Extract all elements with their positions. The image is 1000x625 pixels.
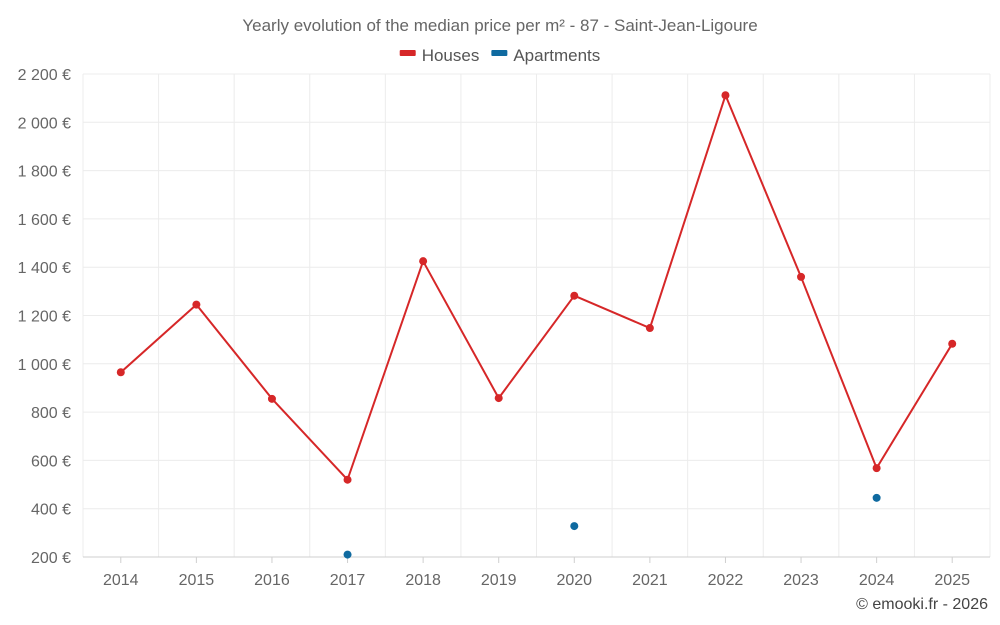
x-tick-label: 2014 — [103, 572, 139, 589]
x-tick-label: 2019 — [481, 572, 517, 589]
data-point-houses-2020 — [570, 291, 579, 300]
x-tick-label: 2023 — [783, 572, 819, 589]
data-point-houses-2016 — [267, 394, 276, 403]
data-point-houses-2019 — [494, 394, 503, 403]
axes: 200 € 400 € 600 € 800 € 1 000 € 1 200 € 1 400 … — [18, 67, 990, 589]
y-tick-label: 600 € — [31, 453, 71, 470]
y-tick-label: 1 000 € — [18, 357, 71, 374]
x-tick-label: 2016 — [254, 572, 290, 589]
y-tick-label: 2 200 € — [18, 67, 71, 84]
legend-label-houses: Houses — [422, 46, 480, 65]
legend-item-apartments: Apartments — [491, 46, 600, 65]
data-point-houses-2021 — [645, 324, 654, 333]
legend-swatch-houses — [399, 50, 416, 56]
series-apartments — [343, 493, 881, 559]
y-tick-label: 800 € — [31, 405, 71, 422]
data-point-apartments-2024 — [872, 493, 881, 502]
data-point-houses-2025 — [948, 339, 957, 348]
y-tick-label: 2 000 € — [18, 115, 71, 132]
data-point-houses-2022 — [721, 91, 730, 100]
legend-swatch-apartments — [491, 50, 508, 56]
y-tick-label: 1 200 € — [18, 309, 71, 326]
x-tick-label: 2018 — [405, 572, 441, 589]
legend-label-apartments: Apartments — [513, 46, 600, 65]
series-houses — [116, 91, 957, 484]
y-tick-label: 400 € — [31, 502, 71, 519]
series-layer — [116, 91, 957, 559]
x-tick-label: 2020 — [556, 572, 592, 589]
legend-item-houses: Houses — [399, 46, 480, 65]
y-tick-label: 1 600 € — [18, 212, 71, 229]
x-tick-label: 2024 — [859, 572, 895, 589]
chart-title: Yearly evolution of the median price per… — [242, 16, 757, 35]
x-tick-label: 2025 — [934, 572, 970, 589]
data-point-houses-2017 — [343, 475, 352, 484]
grid — [82, 73, 991, 557]
legend: Houses Apartments — [399, 46, 600, 65]
x-tick-label: 2022 — [708, 572, 744, 589]
x-tick-label: 2021 — [632, 572, 668, 589]
y-tick-label: 1 800 € — [18, 164, 71, 181]
data-point-houses-2023 — [797, 272, 806, 281]
data-point-houses-2018 — [419, 257, 428, 266]
y-tick-label: 200 € — [31, 550, 71, 567]
x-tick-label: 2015 — [179, 572, 215, 589]
x-tick-label: 2017 — [330, 572, 366, 589]
data-point-apartments-2017 — [343, 550, 352, 559]
y-tick-label: 1 400 € — [18, 260, 71, 277]
series-line-houses — [120, 94, 954, 481]
data-point-houses-2014 — [116, 368, 125, 377]
data-point-apartments-2020 — [570, 522, 579, 531]
credit-text: © emooki.fr - 2026 — [856, 596, 988, 613]
data-point-houses-2024 — [872, 464, 881, 473]
data-point-houses-2015 — [192, 300, 201, 309]
